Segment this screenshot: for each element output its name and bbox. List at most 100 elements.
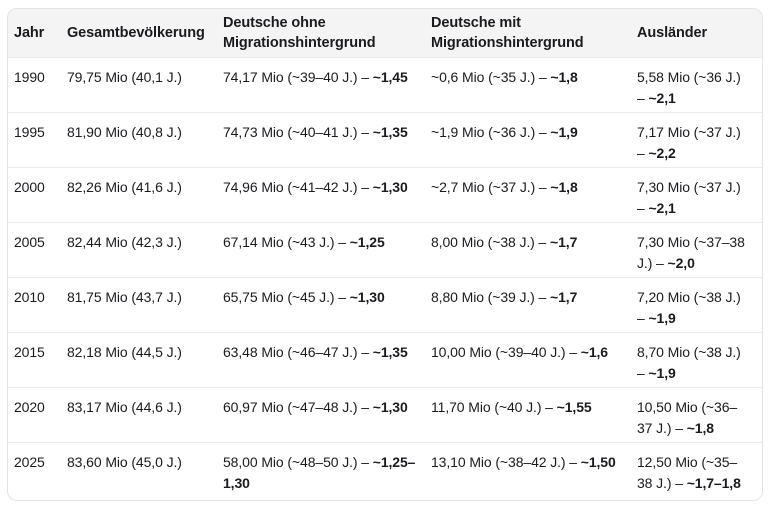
cell-jahr: 1990	[8, 57, 67, 113]
cell-jahr: 2025	[8, 442, 67, 498]
cell-auslaender: 12,50 Mio (~35–38 J.) – ~1,7–1,8	[637, 442, 762, 498]
fertility-value: ~2,1	[648, 89, 676, 106]
cell-gesamtbevoelkerung: 83,60 Mio (45,0 J.)	[67, 442, 223, 498]
fertility-value: ~1,50	[580, 454, 616, 470]
cell-auslaender: 7,30 Mio (~37 J.) – ~2,1	[637, 167, 762, 223]
cell-auslaender: 10,50 Mio (~36–37 J.) – ~1,8	[637, 387, 762, 443]
cell-text: 8,70 Mio (~38 J.) –	[637, 344, 741, 381]
fertility-value: ~1,8	[686, 419, 714, 436]
cell-text: 67,14 Mio (~43 J.) –	[223, 234, 350, 250]
fertility-value: ~1,30	[349, 289, 385, 305]
fertility-value: ~1,6	[580, 344, 608, 360]
fertility-value: ~1,9	[550, 124, 578, 140]
col-header-auslaender: Ausländer	[637, 9, 762, 58]
cell-text: 10,00 Mio (~39–40 J.) –	[431, 344, 581, 360]
cell-gesamtbevoelkerung: 83,17 Mio (44,6 J.)	[67, 387, 223, 443]
cell-text: 58,00 Mio (~48–50 J.) –	[223, 454, 373, 470]
fertility-value: ~1,30	[372, 399, 408, 415]
cell-auslaender: 7,30 Mio (~37–38 J.) – ~2,0	[637, 222, 762, 278]
population-table-card: Jahr Gesamtbevölkerung Deutsche ohne Mig…	[7, 8, 763, 501]
table-row: 2015 82,18 Mio (44,5 J.) 63,48 Mio (~46–…	[8, 332, 762, 388]
cell-deutsche-mit-mh: 8,00 Mio (~38 J.) – ~1,7	[431, 222, 637, 278]
cell-text: 13,10 Mio (~38–42 J.) –	[431, 454, 581, 470]
fertility-value: ~1,30	[372, 179, 408, 195]
population-table: Jahr Gesamtbevölkerung Deutsche ohne Mig…	[8, 9, 762, 498]
cell-gesamtbevoelkerung: 79,75 Mio (40,1 J.)	[67, 57, 223, 113]
cell-text: 7,30 Mio (~37–38 J.) –	[637, 234, 745, 271]
fertility-value: ~1,25	[349, 234, 385, 250]
cell-text: 10,50 Mio (~36–37 J.) –	[637, 399, 738, 436]
table-row: 1995 81,90 Mio (40,8 J.) 74,73 Mio (~40–…	[8, 112, 762, 168]
fertility-value: ~1,8	[550, 179, 578, 195]
fertility-value: ~1,35	[372, 344, 408, 360]
fertility-value: ~2,0	[667, 254, 695, 271]
cell-deutsche-mit-mh: 10,00 Mio (~39–40 J.) – ~1,6	[431, 332, 637, 388]
cell-text: 8,00 Mio (~38 J.) –	[431, 234, 551, 250]
cell-jahr: 2000	[8, 167, 67, 223]
cell-deutsche-mit-mh: ~0,6 Mio (~35 J.) – ~1,8	[431, 57, 637, 113]
fertility-value: ~1,45	[372, 69, 408, 85]
table-row: 2020 83,17 Mio (44,6 J.) 60,97 Mio (~47–…	[8, 387, 762, 443]
table-row: 1990 79,75 Mio (40,1 J.) 74,17 Mio (~39–…	[8, 57, 762, 113]
cell-text: 63,48 Mio (~46–47 J.) –	[223, 344, 373, 360]
cell-text: 74,96 Mio (~41–42 J.) –	[223, 179, 373, 195]
cell-text: ~2,7 Mio (~37 J.) –	[431, 179, 551, 195]
col-header-deutsche-ohne-mh: Deutsche ohne Migrationshintergrund	[223, 9, 431, 58]
cell-gesamtbevoelkerung: 82,44 Mio (42,3 J.)	[67, 222, 223, 278]
cell-text: 11,70 Mio (~40 J.) –	[431, 399, 557, 415]
cell-gesamtbevoelkerung: 81,90 Mio (40,8 J.)	[67, 112, 223, 168]
cell-deutsche-mit-mh: ~2,7 Mio (~37 J.) – ~1,8	[431, 167, 637, 223]
table-row: 2010 81,75 Mio (43,7 J.) 65,75 Mio (~45 …	[8, 277, 762, 333]
fertility-value: ~1,7	[550, 234, 578, 250]
cell-text: 60,97 Mio (~47–48 J.) –	[223, 399, 373, 415]
fertility-value: ~1,9	[648, 309, 676, 326]
cell-deutsche-ohne-mh: 74,73 Mio (~40–41 J.) – ~1,35	[223, 112, 431, 168]
cell-text: 7,30 Mio (~37 J.) –	[637, 179, 741, 216]
cell-jahr: 2010	[8, 277, 67, 333]
cell-deutsche-ohne-mh: 65,75 Mio (~45 J.) – ~1,30	[223, 277, 431, 333]
cell-deutsche-mit-mh: 13,10 Mio (~38–42 J.) – ~1,50	[431, 442, 637, 498]
cell-jahr: 2020	[8, 387, 67, 443]
table-row: 2000 82,26 Mio (41,6 J.) 74,96 Mio (~41–…	[8, 167, 762, 223]
table-row: 2025 83,60 Mio (45,0 J.) 58,00 Mio (~48–…	[8, 442, 762, 498]
cell-deutsche-ohne-mh: 74,96 Mio (~41–42 J.) – ~1,30	[223, 167, 431, 223]
cell-deutsche-ohne-mh: 63,48 Mio (~46–47 J.) – ~1,35	[223, 332, 431, 388]
header-row: Jahr Gesamtbevölkerung Deutsche ohne Mig…	[8, 9, 762, 58]
cell-gesamtbevoelkerung: 81,75 Mio (43,7 J.)	[67, 277, 223, 333]
cell-text: 5,58 Mio (~36 J.) –	[637, 69, 741, 106]
cell-deutsche-ohne-mh: 67,14 Mio (~43 J.) – ~1,25	[223, 222, 431, 278]
cell-auslaender: 7,17 Mio (~37 J.) – ~2,2	[637, 112, 762, 168]
cell-jahr: 1995	[8, 112, 67, 168]
cell-deutsche-mit-mh: ~1,9 Mio (~36 J.) – ~1,9	[431, 112, 637, 168]
fertility-value: ~1,8	[550, 69, 578, 85]
cell-text: 74,17 Mio (~39–40 J.) –	[223, 69, 373, 85]
cell-auslaender: 5,58 Mio (~36 J.) – ~2,1	[637, 57, 762, 113]
cell-gesamtbevoelkerung: 82,26 Mio (41,6 J.)	[67, 167, 223, 223]
fertility-value: ~2,1	[648, 199, 676, 216]
cell-text: ~0,6 Mio (~35 J.) –	[431, 69, 551, 85]
fertility-value: ~1,55	[556, 399, 592, 415]
col-header-gesamtbevoelkerung: Gesamtbevölkerung	[67, 9, 223, 58]
col-header-deutsche-mit-mh: Deutsche mit Migrationshintergrund	[431, 9, 637, 58]
fertility-value: ~1,25–1,30	[223, 454, 416, 491]
cell-text: 7,17 Mio (~37 J.) –	[637, 124, 741, 161]
cell-text: 74,73 Mio (~40–41 J.) –	[223, 124, 373, 140]
table-row: 2005 82,44 Mio (42,3 J.) 67,14 Mio (~43 …	[8, 222, 762, 278]
cell-deutsche-mit-mh: 11,70 Mio (~40 J.) – ~1,55	[431, 387, 637, 443]
cell-auslaender: 8,70 Mio (~38 J.) – ~1,9	[637, 332, 762, 388]
col-header-jahr: Jahr	[8, 9, 67, 58]
fertility-value: ~1,35	[372, 124, 408, 140]
cell-gesamtbevoelkerung: 82,18 Mio (44,5 J.)	[67, 332, 223, 388]
cell-auslaender: 7,20 Mio (~38 J.) – ~1,9	[637, 277, 762, 333]
cell-text: 8,80 Mio (~39 J.) –	[431, 289, 551, 305]
fertility-value: ~1,9	[648, 364, 676, 381]
cell-deutsche-ohne-mh: 60,97 Mio (~47–48 J.) – ~1,30	[223, 387, 431, 443]
cell-text: ~1,9 Mio (~36 J.) –	[431, 124, 551, 140]
cell-deutsche-ohne-mh: 58,00 Mio (~48–50 J.) – ~1,25–1,30	[223, 442, 431, 498]
cell-text: 65,75 Mio (~45 J.) –	[223, 289, 350, 305]
fertility-value: ~2,2	[648, 144, 676, 161]
cell-text: 7,20 Mio (~38 J.) –	[637, 289, 741, 326]
cell-jahr: 2005	[8, 222, 67, 278]
fertility-value: ~1,7–1,8	[686, 474, 741, 491]
cell-jahr: 2015	[8, 332, 67, 388]
